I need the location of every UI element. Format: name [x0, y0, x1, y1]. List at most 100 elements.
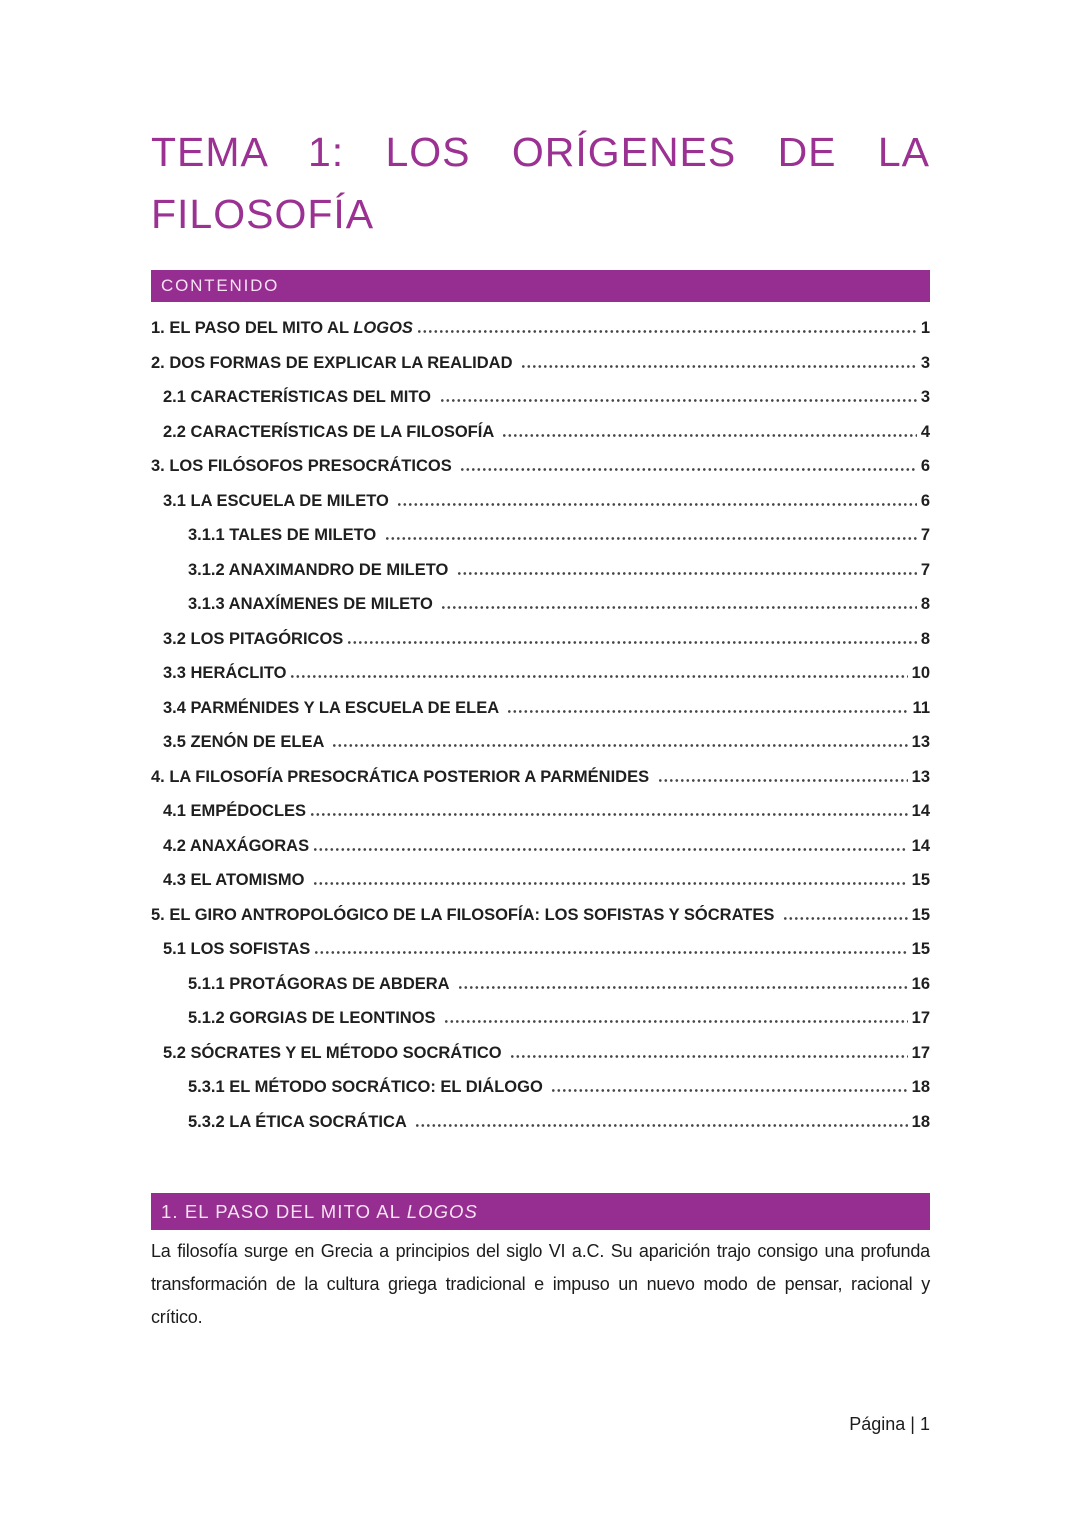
toc-header-label: CONTENIDO	[161, 276, 280, 295]
toc-entry-page: 6	[920, 491, 930, 510]
toc-entry-label: 5.3.2 LA ÉTICA SOCRÁTICA	[188, 1105, 411, 1140]
toc-entry-page: 3	[920, 388, 930, 406]
toc-entry-page: 6	[920, 457, 930, 475]
toc-entry[interactable]: 2.2 CARACTERÍSTICAS DE LA FILOSOFÍA 4	[151, 415, 930, 450]
toc-entry-label: 3.5 ZENÓN DE ELEA	[163, 725, 328, 760]
toc-entry-page: 16	[911, 974, 930, 993]
toc-entry[interactable]: 1. EL PASO DEL MITO AL LOGOS 1	[151, 311, 930, 346]
toc-entry-text: 5.3.2 LA ÉTICA SOCRÁTICA	[188, 1112, 411, 1131]
toc-entry[interactable]: 4.2 ANAXÁGORAS 14	[151, 829, 930, 864]
toc-entry-italic-text: LOGOS	[353, 319, 413, 337]
toc-leader-dots	[311, 813, 908, 816]
toc-entry[interactable]: 4.3 EL ATOMISMO 15	[151, 863, 930, 898]
toc-entry-label: 4.2 ANAXÁGORAS	[163, 829, 309, 864]
toc-entry-page: 8	[920, 629, 930, 648]
toc-leader-dots	[440, 399, 917, 402]
toc-entry[interactable]: 3. LOS FILÓSOFOS PRESOCRÁTICOS 6	[151, 449, 930, 484]
toc-entry[interactable]: 5.2 SÓCRATES Y EL MÉTODO SOCRÁTICO 17	[151, 1036, 930, 1071]
toc-leader-dots	[442, 606, 917, 609]
toc-entry-label: 3.1.3 ANAXÍMENES DE MILETO	[188, 587, 437, 622]
toc-leader-dots	[291, 675, 908, 678]
toc-entry-page: 4	[920, 422, 930, 441]
toc-leader-dots	[348, 640, 917, 644]
toc-entry[interactable]: 3.4 PARMÉNIDES Y LA ESCUELA DE ELEA 11	[151, 691, 930, 726]
toc-leader-dots	[314, 882, 908, 885]
toc-entry[interactable]: 2.1 CARACTERÍSTICAS DEL MITO 3	[151, 380, 930, 415]
toc-entry[interactable]: 5.1.2 GORGIAS DE LEONTINOS 17	[151, 1001, 930, 1036]
toc-leader-dots	[457, 571, 917, 575]
toc-entry-label: 3.2 LOS PITAGÓRICOS	[163, 622, 343, 657]
toc-entry-label: 5.3.1 EL MÉTODO SOCRÁTICO: EL DIÁLOGO	[188, 1070, 547, 1105]
toc-entry[interactable]: 4. LA FILOSOFÍA PRESOCRÁTICA POSTERIOR A…	[151, 760, 930, 795]
toc-entry-label: 3.3 HERÁCLITO	[163, 656, 286, 691]
toc-leader-dots	[511, 1054, 908, 1058]
toc-entry-label: 4. LA FILOSOFÍA PRESOCRÁTICA POSTERIOR A…	[151, 760, 654, 795]
toc-entry-label: 5.1.1 PROTÁGORAS DE ABDERA	[188, 967, 454, 1002]
toc-entry-text: 3. LOS FILÓSOFOS PRESOCRÁTICOS	[151, 457, 457, 475]
toc-entry[interactable]: 3.5 ZENÓN DE ELEA 13	[151, 725, 930, 760]
toc-entry-text: 3.1.3 ANAXÍMENES DE MILETO	[188, 595, 438, 613]
toc-entry-text: 3.1.1 TALES DE MILETO	[188, 526, 381, 544]
toc-entry[interactable]: 3.1.3 ANAXÍMENES DE MILETO 8	[151, 587, 930, 622]
toc-entry-page: 3	[920, 353, 930, 372]
toc-entry-page: 13	[911, 733, 930, 751]
toc-leader-dots	[783, 916, 908, 920]
toc-entry-page: 13	[911, 767, 930, 786]
toc-entry-text: 2.1 CARACTERÍSTICAS DEL MITO	[163, 388, 436, 406]
toc-entry[interactable]: 3.1 LA ESCUELA DE MILETO 6	[151, 484, 930, 519]
toc-leader-dots	[445, 1020, 908, 1023]
document-title-line1: TEMA 1: LOS ORÍGENES DE LA	[151, 129, 930, 175]
toc-entry-page: 15	[911, 905, 930, 924]
toc-entry[interactable]: 5.1 LOS SOFISTAS 15	[151, 932, 930, 967]
toc-entry-text: 4.2 ANAXÁGORAS	[163, 836, 310, 855]
toc-entry-label: 5.1 LOS SOFISTAS	[163, 932, 310, 967]
toc-entry-text: 5.3.1 EL MÉTODO SOCRÁTICO: EL DIÁLOGO	[188, 1078, 548, 1096]
toc-entry[interactable]: 3.2 LOS PITAGÓRICOS 8	[151, 622, 930, 657]
toc-entry[interactable]: 3.1.2 ANAXIMANDRO DE MILETO 7	[151, 553, 930, 588]
toc-entry-text: 5. EL GIRO ANTROPOLÓGICO DE LA FILOSOFÍA…	[151, 905, 779, 924]
document-title: TEMA 1: LOS ORÍGENES DE LA FILOSOFÍA	[151, 0, 930, 245]
toc-leader-dots	[552, 1089, 908, 1092]
toc-entry-page: 14	[911, 836, 930, 855]
toc-entry[interactable]: 5. EL GIRO ANTROPOLÓGICO DE LA FILOSOFÍA…	[151, 898, 930, 933]
toc-entry-page: 18	[911, 1112, 930, 1131]
toc-entry-text: 3.1.2 ANAXIMANDRO DE MILETO	[188, 560, 453, 579]
toc-entry[interactable]: 5.1.1 PROTÁGORAS DE ABDERA 16	[151, 967, 930, 1002]
toc-entry[interactable]: 5.3.1 EL MÉTODO SOCRÁTICO: EL DIÁLOGO 18	[151, 1070, 930, 1105]
toc-entry-text: 2. DOS FORMAS DE EXPLICAR LA REALIDAD	[151, 353, 518, 372]
toc-leader-dots	[398, 502, 917, 506]
toc-leader-dots	[385, 537, 917, 540]
toc-entry-page: 8	[920, 595, 930, 613]
toc-entry-label: 4.3 EL ATOMISMO	[163, 863, 309, 898]
toc-entry[interactable]: 5.3.2 LA ÉTICA SOCRÁTICA 18	[151, 1105, 930, 1140]
toc-leader-dots	[315, 951, 908, 954]
toc-entry-label: 5. EL GIRO ANTROPOLÓGICO DE LA FILOSOFÍA…	[151, 898, 779, 933]
toc-leader-dots	[461, 468, 917, 471]
toc-entry-page: 14	[911, 802, 930, 820]
toc-entry[interactable]: 3.3 HERÁCLITO 10	[151, 656, 930, 691]
toc-entry[interactable]: 2. DOS FORMAS DE EXPLICAR LA REALIDAD 3	[151, 346, 930, 381]
body-paragraph: La filosofía surge en Grecia a principio…	[151, 1241, 930, 1327]
toc-entry-label: 4.1 EMPÉDOCLES	[163, 794, 306, 829]
toc-entry-page: 15	[911, 871, 930, 889]
toc-entry-text: 3.4 PARMÉNIDES Y LA ESCUELA DE ELEA	[163, 698, 504, 717]
toc-entry-text: 2.2 CARACTERÍSTICAS DE LA FILOSOFÍA	[163, 422, 499, 441]
toc-entry-text: 3.1 LA ESCUELA DE MILETO	[163, 491, 394, 510]
toc-entry-text: 5.1.2 GORGIAS DE LEONTINOS	[188, 1009, 441, 1027]
toc-entry-label: 3.1 LA ESCUELA DE MILETO	[163, 484, 393, 519]
section-heading-banner: 1. EL PASO DEL MITO AL LOGOS	[151, 1193, 930, 1230]
toc-entry-text: 5.1 LOS SOFISTAS	[163, 940, 311, 958]
toc-leader-dots	[333, 744, 908, 747]
section-heading-italic-label: LOGOS	[406, 1201, 478, 1222]
toc-entry[interactable]: 4.1 EMPÉDOCLES 14	[151, 794, 930, 829]
toc-entry-text: 5.1.1 PROTÁGORAS DE ABDERA	[188, 974, 454, 993]
toc-list: 1. EL PASO DEL MITO AL LOGOS 1 2. DOS FO…	[151, 311, 930, 1139]
toc-entry-label: 2. DOS FORMAS DE EXPLICAR LA REALIDAD	[151, 346, 517, 381]
toc-entry-page: 18	[911, 1078, 930, 1096]
document-title-line2: FILOSOFÍA	[151, 191, 375, 237]
toc-entry-text: 4.1 EMPÉDOCLES	[163, 802, 307, 820]
toc-leader-dots	[508, 709, 909, 713]
toc-entry[interactable]: 3.1.1 TALES DE MILETO 7	[151, 518, 930, 553]
toc-header-banner: CONTENIDO	[151, 270, 930, 302]
